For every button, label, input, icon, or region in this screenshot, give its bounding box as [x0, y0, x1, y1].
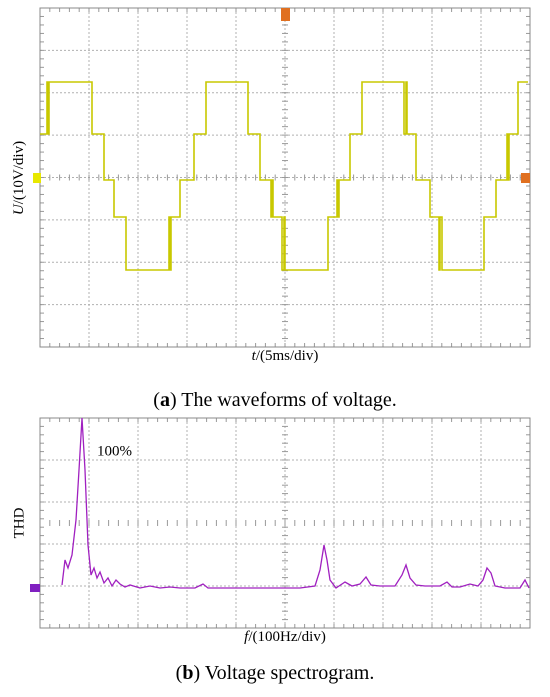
grid-b [39, 417, 530, 629]
voltage-waveform [40, 81, 528, 271]
channel-marker [33, 173, 41, 183]
trigger-marker-top [281, 8, 290, 21]
y-label-symbol: U [11, 203, 27, 215]
x-label-unit: /(5ms/div) [256, 348, 319, 364]
x-label-unit-b: /(100Hz/div) [248, 629, 325, 645]
x-label-symbol: t [252, 348, 257, 364]
spectrum-line [61, 417, 530, 589]
x-axis-label-b: f/(100Hz/div) [244, 629, 326, 645]
grid-a [39, 7, 530, 347]
y-axis-label: U/(10V/div) [11, 141, 27, 215]
caption-open-b: ( [176, 662, 183, 684]
caption-text-b: ) Voltage spectrogram. [193, 662, 374, 684]
trigger-marker-right [521, 173, 530, 183]
caption-b: (b) Voltage spectrogram. [176, 662, 375, 684]
caption-label-b: b [182, 662, 193, 684]
y-axis-label-b: THD [11, 507, 27, 538]
x-axis-label: t/(5ms/div) [252, 348, 319, 364]
caption-text: ) The waveforms of voltage. [170, 389, 397, 411]
x-label-symbol-b: f [244, 629, 250, 645]
y-label-unit: /(10V/div) [11, 141, 27, 204]
caption-label: a [160, 389, 170, 411]
plot-frame-b [39, 417, 531, 629]
caption-a: (a) The waveforms of voltage. [153, 389, 396, 411]
channel-marker-b [30, 584, 40, 592]
peak-annotation: 100% [97, 443, 132, 459]
caption-open: ( [153, 389, 160, 411]
